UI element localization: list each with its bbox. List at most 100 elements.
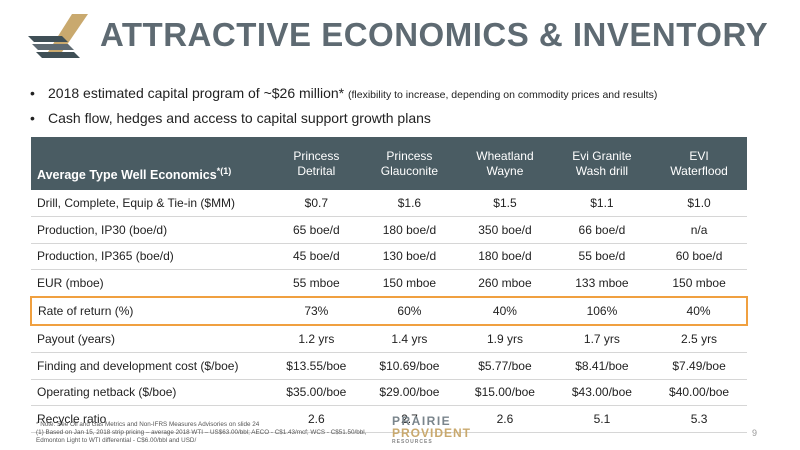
table-cell: 130 boe/d <box>361 243 458 271</box>
column-header-line2: Waterflood <box>670 163 728 178</box>
table-cell: 180 boe/d <box>361 216 458 244</box>
table-cell: 133 mboe <box>552 269 652 298</box>
table-cell: 1.7 yrs <box>552 324 652 353</box>
table-cell: $40.00/boe <box>651 379 747 407</box>
table-cell: $29.00/boe <box>361 379 458 407</box>
table-cell: 180 boe/d <box>457 243 553 271</box>
page-number: 9 <box>752 428 758 438</box>
table-cell: $35.00/boe <box>271 379 362 407</box>
table-row: Finding and development cost ($/boe) $13.… <box>31 352 747 380</box>
table-row: EUR (mboe) 55 mboe 150 mboe 260 mboe 133 mbo… <box>31 269 747 298</box>
row-label: EUR (mboe) <box>31 269 271 298</box>
column-header: Princess Detrital <box>271 137 362 190</box>
row-label: Operating netback ($/boe) <box>31 379 271 407</box>
table-cell: 40% <box>457 296 553 326</box>
table-cell: 45 boe/d <box>271 243 362 271</box>
table-cell: 66 boe/d <box>552 216 652 244</box>
table-cell: 55 boe/d <box>552 243 652 271</box>
table-row: Drill, Complete, Equip & Tie-in ($MM) $0.… <box>31 190 747 217</box>
table-row: Production, IP30 (boe/d) 65 boe/d 180 boe/… <box>31 216 747 244</box>
table-cell: $1.5 <box>457 190 553 217</box>
bullet-list: • 2018 estimated capital program of ~$26 … <box>30 82 657 130</box>
footnotes: * Note: See Oil and Gas Metrics and Non-… <box>36 421 366 445</box>
column-header-line1: EVI <box>689 148 709 163</box>
table-cell: 2.5 yrs <box>651 324 747 353</box>
column-header-line1: Wheatland <box>476 148 534 163</box>
table-cell: 5.3 <box>651 405 747 434</box>
table-corner-header: Average Type Well Economics*(1) <box>31 137 271 190</box>
column-header-line2: Wayne <box>486 163 524 178</box>
table-header-row: Average Type Well Economics*(1) Princess… <box>31 137 747 190</box>
table-cell: 65 boe/d <box>271 216 362 244</box>
table-cell: 106% <box>552 296 652 326</box>
table-cell: $43.00/boe <box>552 379 652 407</box>
bullet-item: • Cash flow, hedges and access to capital… <box>30 107 657 130</box>
logo-icon <box>28 14 88 58</box>
table-cell: $1.6 <box>361 190 458 217</box>
economics-table: Average Type Well Economics*(1) Princess… <box>30 137 748 434</box>
bullet-item: • 2018 estimated capital program of ~$26 … <box>30 82 657 107</box>
column-header: EVI Waterflood <box>651 137 747 190</box>
brand-line3: RESOURCES <box>392 439 433 445</box>
page-title: ATTRACTIVE ECONOMICS & INVENTORY <box>100 16 769 53</box>
brand-logo: PRAIRIE PROVIDENT RESOURCES <box>392 415 471 445</box>
row-label: Payout (years) <box>31 324 271 353</box>
table-row: Payout (years) 1.2 yrs 1.4 yrs 1.9 yrs 1.7 y… <box>31 324 747 353</box>
table-cell: 2.7 <box>361 405 458 434</box>
table-cell: 55 mboe <box>271 269 362 298</box>
row-label: Rate of return (%) <box>30 296 271 326</box>
footnote-line: Edmonton Light to WTI differential - C$6… <box>36 437 197 444</box>
table-cell: 40% <box>651 296 748 326</box>
column-header: Wheatland Wayne <box>457 137 553 190</box>
row-label: Recycle ratio <box>31 405 271 434</box>
brand-line1: PRAIRIE <box>392 414 452 428</box>
column-header-line1: Princess <box>293 148 340 163</box>
column-header: Princess Glauconite <box>361 137 458 190</box>
table-cell: n/a <box>651 216 747 244</box>
table-cell: $1.1 <box>552 190 652 217</box>
table-row: Recycle ratio 2.6 2.7 2.6 5.1 5.3 <box>31 405 747 434</box>
table-row: Production, IP365 (boe/d) 45 boe/d 130 boe… <box>31 243 747 271</box>
table-row: Operating netback ($/boe) $35.00/boe $29.0… <box>31 379 747 407</box>
table-cell: 60 boe/d <box>651 243 747 271</box>
corner-label: Average Type Well Economics <box>37 168 217 182</box>
column-header-line2: Wash drill <box>575 163 629 178</box>
table-cell: $8.41/boe <box>552 352 652 380</box>
bullet-dot: • <box>30 85 35 101</box>
table-cell: 150 mboe <box>361 269 458 298</box>
table-cell: $13.55/boe <box>271 352 362 380</box>
table-cell: 2.6 <box>271 405 362 434</box>
table-cell: $15.00/boe <box>457 379 553 407</box>
table-cell: 60% <box>361 296 458 326</box>
row-label: Finding and development cost ($/boe) <box>31 352 271 380</box>
table-cell: $7.49/boe <box>651 352 747 380</box>
table-cell: 73% <box>271 296 362 326</box>
corner-superscript: *(1) <box>216 165 232 176</box>
table-cell: 1.2 yrs <box>271 324 362 353</box>
table-cell: 350 boe/d <box>457 216 553 244</box>
bullet-text: Cash flow, hedges and access to capital … <box>48 110 431 126</box>
column-header-line1: Evi Granite <box>572 148 632 163</box>
table-row: Rate of return (%) 73% 60% 40% 106% 40% <box>30 296 748 326</box>
table-cell: 150 mboe <box>651 269 747 298</box>
row-label: Production, IP30 (boe/d) <box>31 216 271 244</box>
table-cell: 5.1 <box>552 405 652 434</box>
table-cell: $0.7 <box>271 190 362 217</box>
column-header-line2: Glauconite <box>380 163 439 178</box>
footnote-line: (1) Based on Jan 15, 2018 strip pricing … <box>36 429 367 436</box>
column-header: Evi Granite Wash drill <box>552 137 652 190</box>
table-cell: $1.0 <box>651 190 747 217</box>
table-cell: 2.6 <box>457 405 553 434</box>
bullet-dot: • <box>30 110 35 126</box>
footnote-line: * Note: See Oil and Gas Metrics and Non-… <box>36 421 260 428</box>
table-cell: $5.77/boe <box>457 352 553 380</box>
column-header-line2: Detrital <box>297 163 336 178</box>
column-header-line1: Princess <box>386 148 433 163</box>
table-cell: $10.69/boe <box>361 352 458 380</box>
table-cell: 260 mboe <box>457 269 553 298</box>
bullet-note: (flexibility to increase, depending on c… <box>348 89 658 101</box>
table-cell: 1.9 yrs <box>457 324 553 353</box>
table-cell: 1.4 yrs <box>361 324 458 353</box>
brand-line2: PROVIDENT <box>392 426 472 440</box>
row-label: Drill, Complete, Equip & Tie-in ($MM) <box>31 190 271 217</box>
